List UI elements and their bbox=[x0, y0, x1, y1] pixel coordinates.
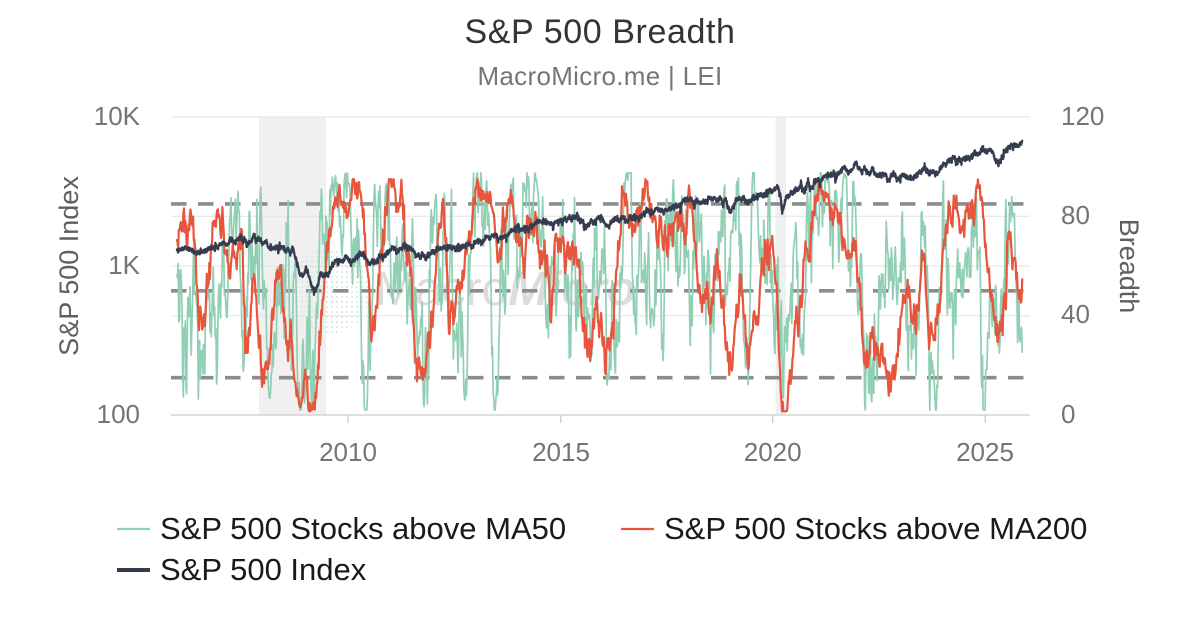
svg-text:120: 120 bbox=[1061, 101, 1104, 131]
svg-text:Breadth: Breadth bbox=[1114, 219, 1144, 314]
svg-text:100: 100 bbox=[97, 399, 140, 429]
svg-text:S&P 500 Breadth: S&P 500 Breadth bbox=[464, 13, 735, 51]
svg-text:1K: 1K bbox=[108, 250, 140, 280]
svg-text:0: 0 bbox=[1061, 399, 1075, 429]
svg-text:S&P 500 Stocks above MA50: S&P 500 Stocks above MA50 bbox=[160, 511, 566, 546]
svg-text:40: 40 bbox=[1061, 299, 1090, 329]
svg-text:2025: 2025 bbox=[956, 437, 1014, 467]
svg-text:S&P 500 Index: S&P 500 Index bbox=[160, 552, 367, 587]
svg-text:2015: 2015 bbox=[532, 437, 590, 467]
svg-text:S&P 500 Stocks above MA200: S&P 500 Stocks above MA200 bbox=[664, 511, 1087, 546]
svg-text:MacroMicro.me | LEI: MacroMicro.me | LEI bbox=[477, 61, 722, 91]
svg-text:S&P 500 Index: S&P 500 Index bbox=[54, 176, 84, 356]
svg-text:80: 80 bbox=[1061, 200, 1090, 230]
svg-text:10K: 10K bbox=[94, 101, 141, 131]
svg-text:2020: 2020 bbox=[744, 437, 802, 467]
svg-text:2010: 2010 bbox=[319, 437, 377, 467]
